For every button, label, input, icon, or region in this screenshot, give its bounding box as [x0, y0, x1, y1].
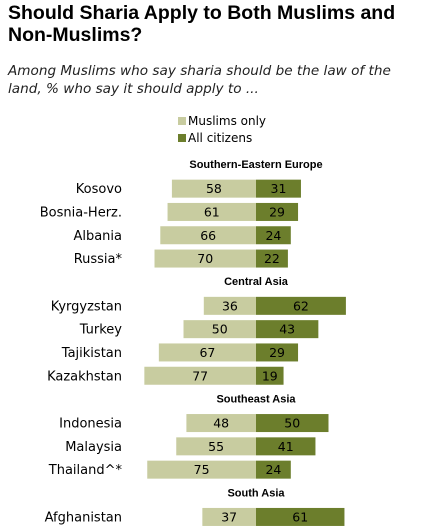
value-label-all-citizens-kazakhstan: 19 — [262, 368, 278, 383]
bar-muslims-only-kosovo — [171, 179, 256, 198]
bar-muslims-only-bosnia-herz — [167, 202, 256, 221]
bar-all-citizens-kazakhstan — [256, 366, 284, 385]
bar-muslims-only-afghanistan — [202, 507, 256, 526]
category-label-turkey: Turkey — [79, 323, 123, 338]
legend-label-all-citizens: All citizens — [188, 130, 253, 145]
value-label-muslims-only-albania: 66 — [200, 228, 216, 243]
category-label-thailand: Thailand^* — [48, 463, 123, 478]
category-label-bosnia-herz: Bosnia-Herz. — [40, 205, 122, 220]
legend-item-muslims-only: Muslims only — [178, 112, 266, 129]
value-label-muslims-only-thailand: 75 — [194, 462, 210, 477]
category-label-kyrgyzstan: Kyrgyzstan — [51, 299, 122, 314]
value-label-muslims-only-kosovo: 58 — [206, 181, 222, 196]
value-label-all-citizens-bosnia-herz: 29 — [269, 204, 285, 219]
bar-muslims-only-russia — [154, 249, 256, 268]
value-label-muslims-only-indonesia: 48 — [213, 416, 229, 431]
value-label-all-citizens-russia: 22 — [264, 251, 280, 266]
value-label-muslims-only-tajikistan: 67 — [199, 345, 215, 360]
value-label-all-citizens-malaysia: 41 — [278, 439, 294, 454]
bar-muslims-only-tajikistan — [158, 343, 256, 362]
group-header-southeast-asia: Southeast Asia — [216, 393, 296, 405]
value-label-all-citizens-indonesia: 50 — [284, 416, 300, 431]
value-label-all-citizens-kosovo: 31 — [271, 181, 287, 196]
value-label-all-citizens-afghanistan: 61 — [292, 509, 308, 524]
value-label-muslims-only-bosnia-herz: 61 — [204, 204, 220, 219]
category-label-tajikistan: Tajikistan — [61, 346, 122, 361]
category-label-albania: Albania — [73, 229, 122, 244]
chart-title: Should Sharia Apply to Both Muslims and … — [8, 2, 396, 46]
value-label-muslims-only-afghanistan: 37 — [221, 509, 237, 524]
legend-swatch-all-citizens — [178, 133, 186, 142]
bar-muslims-only-kyrgyzstan — [203, 296, 256, 315]
legend-label-muslims-only: Muslims only — [188, 113, 267, 128]
bar-muslims-only-thailand — [147, 460, 256, 479]
bar-all-citizens-turkey — [256, 320, 319, 339]
bar-muslims-only-albania — [160, 226, 256, 245]
value-label-all-citizens-turkey: 43 — [279, 322, 295, 337]
value-label-muslims-only-kazakhstan: 77 — [192, 368, 208, 383]
value-label-all-citizens-tajikistan: 29 — [269, 345, 285, 360]
value-label-all-citizens-albania: 24 — [265, 228, 281, 243]
bar-muslims-only-indonesia — [186, 414, 256, 433]
category-label-afghanistan: Afghanistan — [45, 510, 122, 525]
bar-muslims-only-malaysia — [176, 437, 256, 456]
bar-all-citizens-thailand — [256, 460, 291, 479]
bar-all-citizens-bosnia-herz — [256, 202, 299, 221]
value-label-muslims-only-turkey: 50 — [212, 322, 228, 337]
category-label-kosovo: Kosovo — [76, 182, 122, 197]
group-header-southern-eastern-europe: Southern-Eastern Europe — [189, 159, 322, 171]
category-label-russia: Russia* — [74, 252, 123, 267]
value-label-muslims-only-kyrgyzstan: 36 — [222, 298, 238, 313]
group-header-south-asia: South Asia — [227, 487, 285, 499]
legend: Muslims only All citizens — [178, 112, 266, 146]
value-label-muslims-only-russia: 70 — [197, 251, 213, 266]
legend-item-all-citizens: All citizens — [178, 129, 266, 146]
bar-muslims-only-kazakhstan — [144, 366, 256, 385]
bar-all-citizens-tajikistan — [256, 343, 299, 362]
group-header-central-asia: Central Asia — [224, 276, 289, 288]
bar-all-citizens-kosovo — [256, 179, 301, 198]
bar-all-citizens-kyrgyzstan — [256, 296, 346, 315]
value-label-muslims-only-malaysia: 55 — [208, 439, 224, 454]
bar-all-citizens-russia — [256, 249, 288, 268]
bar-all-citizens-malaysia — [256, 437, 316, 456]
legend-swatch-muslims-only — [178, 116, 186, 125]
bar-all-citizens-indonesia — [256, 414, 329, 433]
value-label-all-citizens-thailand: 24 — [265, 462, 281, 477]
value-label-all-citizens-kyrgyzstan: 62 — [293, 298, 309, 313]
category-label-kazakhstan: Kazakhstan — [47, 369, 122, 384]
bar-all-citizens-albania — [256, 226, 291, 245]
category-label-indonesia: Indonesia — [59, 417, 122, 432]
category-label-malaysia: Malaysia — [65, 440, 122, 455]
chart-subtitle: Among Muslims who say sharia should be t… — [8, 63, 391, 97]
bar-muslims-only-turkey — [183, 320, 256, 339]
bar-all-citizens-afghanistan — [256, 507, 345, 526]
